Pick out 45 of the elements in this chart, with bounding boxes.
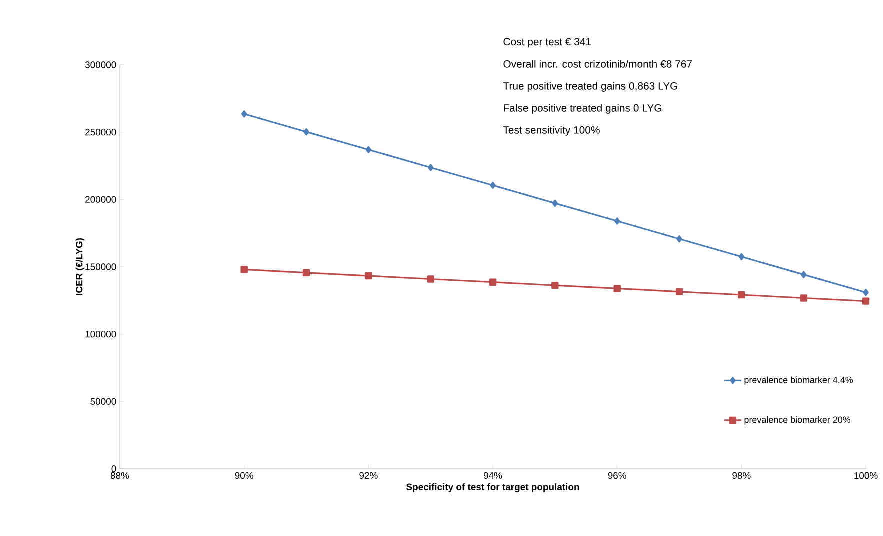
point: [302, 269, 310, 277]
point: [676, 288, 684, 296]
y-tick-label: 250000: [86, 128, 116, 136]
point: [428, 164, 434, 172]
point: [676, 236, 682, 243]
point: [365, 272, 372, 280]
legend-label: prevalence biomarker 20%: [744, 416, 851, 425]
legend-label: prevalence biomarker 4,4%: [744, 376, 854, 386]
x-tick-label: 92%: [360, 472, 378, 480]
x-tick-label: 88%: [110, 472, 130, 480]
point: [490, 182, 496, 190]
point: [614, 285, 621, 292]
point: [614, 218, 620, 225]
x-tick-label: 98%: [732, 472, 751, 480]
y-tick-label: 200000: [86, 196, 116, 204]
point: [800, 271, 807, 278]
y-tick-label: 100000: [86, 330, 116, 338]
y-tick-label: 0: [112, 466, 116, 472]
y-tick-label: 300000: [85, 62, 116, 68]
point: [489, 278, 497, 286]
point: [738, 291, 746, 299]
y-tick-label: 150000: [86, 264, 116, 270]
point: [862, 298, 870, 305]
text: Cost per test € 341: [504, 38, 592, 48]
annotation: Test sensitivity 100%: [503, 126, 600, 136]
x-axis-title: Specificity of test for target population: [406, 484, 580, 492]
point: [738, 253, 745, 260]
point: [241, 110, 248, 118]
point: [240, 266, 248, 274]
point: [552, 282, 559, 290]
x-tick-label: 96%: [608, 472, 626, 480]
y-axis-title: ICER (€/LYG): [76, 238, 85, 296]
point: [427, 276, 434, 283]
annotation: False positive treated gains 0 LYG: [504, 104, 662, 114]
point: [552, 200, 558, 208]
annotation: True positive treated gains 0,863 LYG: [503, 82, 678, 92]
x-tick-label: 90%: [235, 472, 254, 480]
x-tick-label: 94%: [484, 472, 502, 480]
annotation: Overall incr. cost crizotinib/month €8 767: [504, 60, 692, 68]
point: [800, 294, 808, 302]
point: [304, 128, 310, 136]
y-tick-label: 50000: [90, 398, 116, 406]
point: [863, 288, 869, 296]
point: [366, 146, 372, 154]
x-tick-label: 100%: [854, 472, 878, 480]
